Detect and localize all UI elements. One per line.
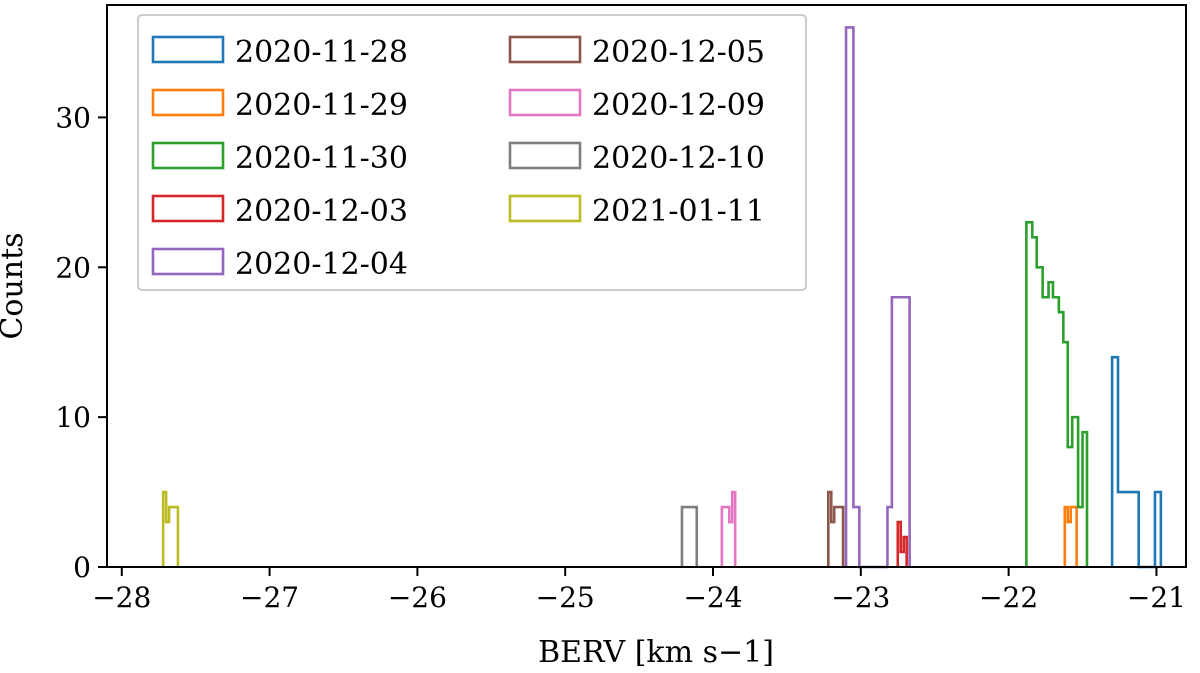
histogram-series-2020-12-04 [844, 26, 911, 569]
legend-frame [137, 14, 807, 291]
legend: 2020-11-28 2020-11-29 2020-11-30 2020-12-03… [137, 14, 807, 291]
x-tick-label: −21 [1127, 581, 1186, 614]
legend-swatch [151, 247, 225, 276]
histogram-series-2021-01-11 [161, 490, 180, 567]
x-tick-label: −24 [683, 581, 742, 614]
x-tick-label: −23 [831, 581, 890, 614]
x-tick-label: −25 [536, 581, 595, 614]
y-axis: 0 10 20 30 [55, 101, 107, 584]
y-axis-title: Counts [0, 232, 30, 339]
legend-label: 2020-12-03 [235, 194, 408, 229]
y-tick-label: 30 [55, 101, 91, 134]
legend-swatch [151, 194, 225, 223]
y-tick-label: 0 [73, 551, 91, 584]
legend-swatch [508, 88, 582, 117]
histogram-series-2020-12-09 [720, 490, 737, 567]
x-tick-label: −22 [979, 581, 1038, 614]
x-axis: −28 −27 −26 −25 −24 −23 −22 −21 [92, 567, 1186, 614]
legend-label: 2021-01-11 [592, 194, 765, 229]
y-tick-label: 10 [55, 401, 91, 434]
legend-swatch [508, 35, 582, 64]
legend-label: 2020-12-04 [235, 247, 408, 282]
legend-label: 2020-12-10 [592, 141, 765, 176]
histogram-series-2020-11-30 [1025, 221, 1089, 567]
histogram-series-2020-12-03 [896, 520, 908, 567]
plot-frame [106, 4, 1187, 568]
x-tick-label: −28 [92, 581, 151, 614]
histogram-series-2020-12-10 [680, 505, 699, 567]
histogram-series-2020-12-05 [827, 490, 845, 567]
x-axis-title: BERV [km s−1] [538, 635, 774, 670]
histogram-series-2020-11-28 [1110, 355, 1163, 569]
legend-swatch [151, 35, 225, 64]
legend-label: 2020-11-30 [235, 141, 408, 176]
legend-label: 2020-11-28 [235, 35, 408, 70]
x-tick-label: −27 [240, 581, 299, 614]
legend-label: 2020-12-05 [592, 35, 765, 70]
x-tick-label: −26 [388, 581, 447, 614]
legend-label: 2020-12-09 [592, 88, 765, 123]
histogram-series-2020-11-29 [1063, 505, 1078, 567]
y-tick-label: 20 [55, 251, 91, 284]
legend-swatch [508, 194, 582, 223]
legend-swatch [151, 141, 225, 170]
legend-label: 2020-11-29 [235, 88, 408, 123]
legend-swatch [151, 88, 225, 117]
legend-swatch [508, 141, 582, 170]
